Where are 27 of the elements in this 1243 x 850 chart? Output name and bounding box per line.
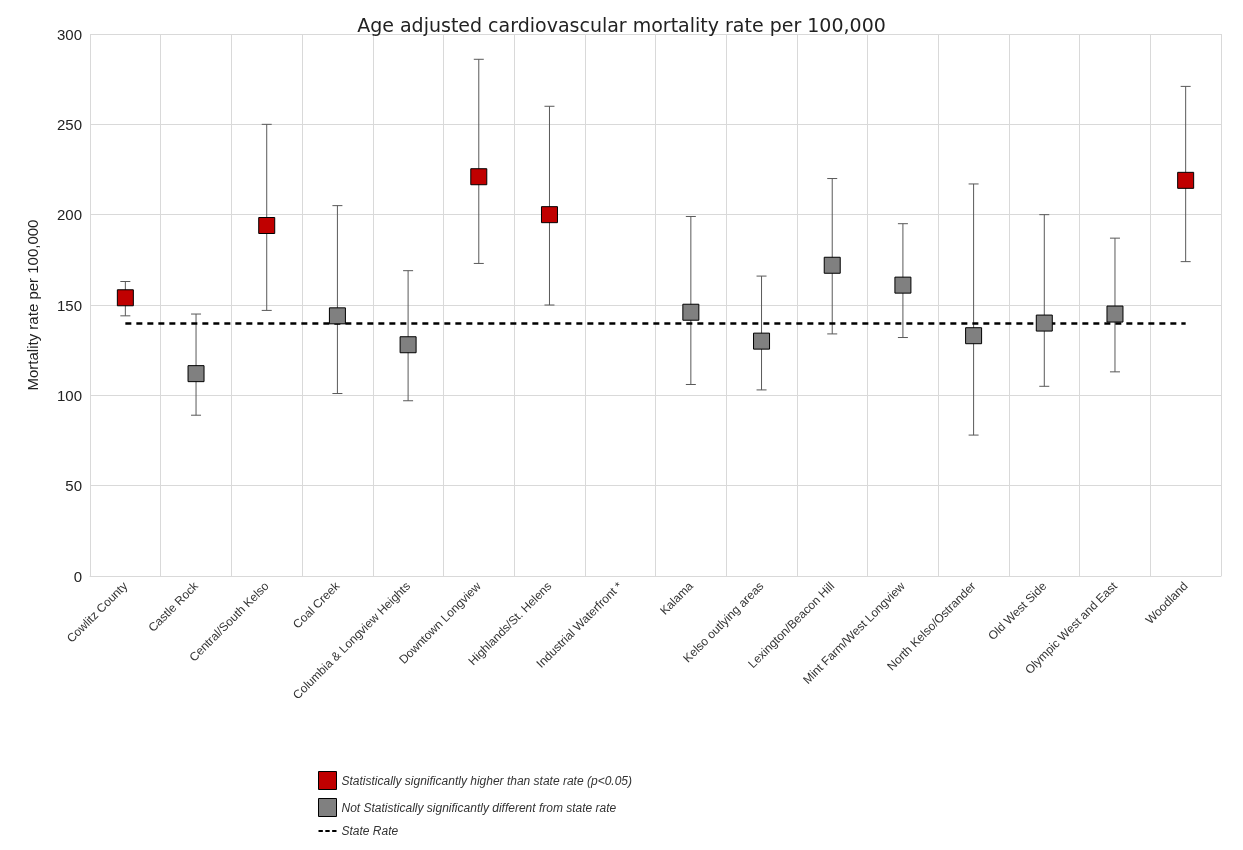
point [894,276,912,294]
point [399,336,417,354]
legend-label: Statistically significantly higher than state rate (p<0.05) [341,773,632,788]
y-tick-label: 150 [56,296,82,314]
point [187,365,205,383]
point [823,256,841,274]
point [965,327,983,345]
point [1035,314,1053,332]
point [1177,171,1195,189]
chart-title: Age adjusted cardiovascular mortality rate per 100,000 [357,13,886,36]
point [753,332,771,350]
y-tick-label: 250 [56,115,82,133]
point [116,289,134,307]
legend-label: Not Statistically significantly different from state rate [341,800,617,815]
y-tick-label: 50 [65,477,82,495]
point [682,303,700,321]
point [540,206,558,224]
y-tick-label: 100 [56,386,82,404]
legend-label: State Rate [341,824,399,838]
point [1106,305,1124,323]
y-tick-label: 200 [56,206,82,224]
y-tick-label: 300 [56,25,82,43]
point [258,217,276,235]
y-axis-title: Mortality rate per 100,000 [24,219,41,391]
y-tick-label: 0 [73,567,82,585]
point [470,168,488,186]
point [328,307,346,325]
